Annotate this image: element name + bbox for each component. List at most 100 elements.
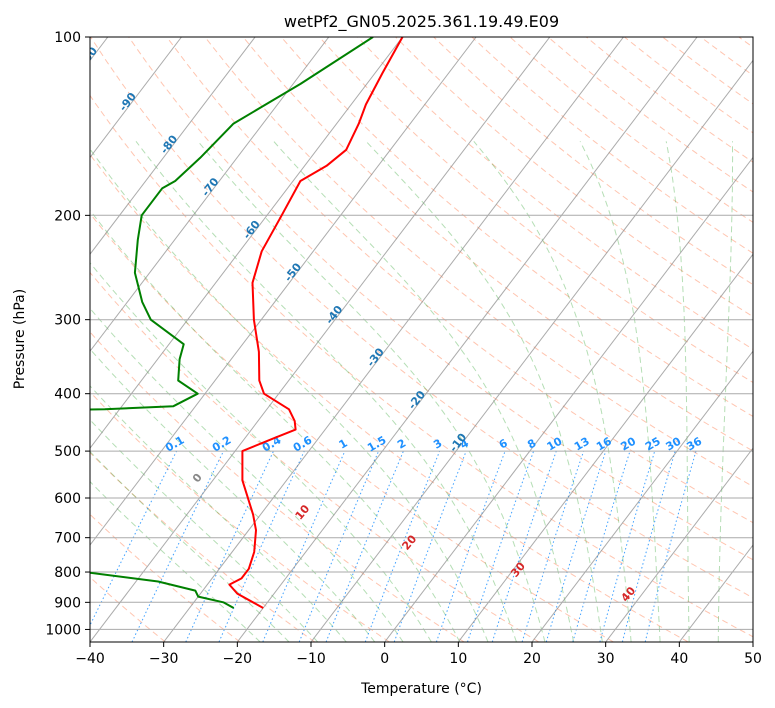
dry-adiabat-label: 10: [293, 502, 313, 522]
isotherm-line: [310, 59, 753, 642]
dry-adiabat-line: [242, 37, 753, 452]
isotherm-line: [236, 37, 698, 642]
dry-adiabat-line: [280, 37, 753, 417]
y-tick-label: 400: [54, 387, 81, 403]
mixing-ratio-line: [491, 450, 557, 642]
y-tick-label: 1000: [45, 622, 81, 638]
x-tick-label: −30: [149, 651, 179, 667]
moist-adiabat-line: [90, 450, 290, 642]
dry-adiabat-line: [90, 271, 540, 642]
dry-adiabat-line: [547, 37, 753, 193]
y-tick-label: 700: [54, 531, 81, 547]
y-axis-label: Pressure (hPa): [12, 289, 28, 389]
isotherm-line: [678, 544, 753, 642]
mixing-ratio-line: [467, 450, 535, 642]
dry-adiabat-label: 30: [508, 559, 528, 579]
isotherm-line: [90, 37, 182, 159]
dry-adiabat-line: [662, 37, 753, 105]
isotherm-label: -40: [323, 303, 346, 327]
isotherm-line: [531, 350, 753, 642]
isotherm-line: [605, 447, 753, 642]
isotherm-line: [90, 37, 330, 353]
mixing-ratio-line: [621, 450, 676, 642]
dry-adiabat-line: [433, 37, 753, 286]
isotherm-label: -50: [282, 260, 305, 284]
mixing-ratio-line: [90, 450, 178, 627]
plot-frame: [89, 36, 754, 643]
x-tick-label: −10: [296, 651, 326, 667]
dry-adiabat-line: [166, 37, 753, 524]
dry-adiabat-line: [357, 37, 753, 350]
isotherm-label: -20: [406, 388, 429, 412]
dry-adiabat-line: [128, 37, 753, 561]
isotherm-label: -70: [199, 175, 222, 199]
dry-adiabat-line: [90, 153, 689, 642]
mixing-ratio-line: [298, 450, 380, 642]
isotherm-line: [457, 253, 753, 642]
mixing-ratio-label: 8: [525, 437, 538, 452]
dry-adiabat-line: [90, 37, 753, 599]
isotherm-line: [90, 37, 256, 256]
dry-adiabat-label: 0: [190, 471, 205, 485]
dry-adiabat-line: [318, 37, 753, 384]
x-tick-label: 50: [744, 651, 762, 667]
chart-title: wetPf2_GN05.2025.361.19.49.E09: [284, 12, 559, 32]
y-tick-label: 100: [54, 30, 81, 46]
moist-adiabat-line: [365, 140, 603, 642]
y-tick-label: 600: [54, 491, 81, 507]
dry-adiabat-line: [509, 37, 753, 223]
x-tick-label: 0: [380, 651, 389, 667]
temperature-profile-line: [228, 37, 404, 609]
moist-adiabat-line: [717, 141, 734, 642]
isotherm-line: [163, 37, 624, 642]
x-tick-label: 40: [670, 651, 688, 667]
dry-adiabat-line: [624, 37, 753, 134]
x-tick-label: 20: [523, 651, 541, 667]
dry-adiabat-line: [395, 37, 753, 318]
dry-adiabat-line: [90, 212, 614, 642]
isotherm-line: [90, 37, 551, 642]
isotherm-line: [90, 37, 403, 450]
dry-adiabat-line: [90, 451, 315, 642]
x-tick-label: 30: [597, 651, 615, 667]
isotherm-line: [752, 641, 753, 642]
isotherm-line: [90, 37, 477, 546]
dry-adiabat-line: [738, 37, 753, 48]
x-tick-label: 10: [449, 651, 467, 667]
mixing-ratio-line: [262, 450, 346, 642]
dry-adiabat-line: [90, 576, 166, 642]
dry-adiabat-label: 20: [400, 532, 420, 552]
dry-adiabat-line: [471, 37, 753, 254]
mixing-ratio-line: [364, 450, 441, 642]
mixing-ratio-label: 2: [395, 437, 408, 452]
isotherm-line: [384, 156, 753, 642]
dry-adiabat-line: [204, 37, 753, 488]
dry-adiabat-label: 40: [619, 584, 639, 604]
moist-adiabat-line: [90, 419, 319, 642]
mixing-ratio-line: [435, 450, 506, 642]
isotherm-label: -30: [364, 345, 387, 369]
y-tick-label: 900: [54, 595, 81, 611]
mixing-ratio-line: [545, 450, 607, 642]
moist-adiabat-line: [665, 141, 690, 642]
moist-adiabat-line: [473, 140, 632, 642]
mixing-ratio-line: [325, 450, 404, 642]
dewpoint-profile-line: [90, 37, 374, 609]
y-tick-label: 800: [54, 565, 81, 581]
isotherm-label: -60: [240, 218, 263, 242]
dry-adiabat-line: [90, 331, 465, 642]
x-axis-label: Temperature (°C): [360, 681, 482, 697]
mixing-ratio-label: 3: [431, 437, 444, 452]
y-tick-label: 500: [54, 444, 81, 460]
isotherm-label: -100: [73, 44, 100, 74]
x-tick-label: −20: [223, 651, 253, 667]
mixing-ratio-label: 1: [337, 437, 350, 452]
mixing-ratio-line: [521, 450, 585, 642]
isotherm-label: -90: [117, 90, 140, 114]
mixing-ratio-line: [572, 450, 631, 642]
x-tick-label: −40: [75, 651, 105, 667]
mixing-ratio-line: [218, 450, 305, 642]
dry-adiabat-line: [90, 391, 390, 642]
mixing-ratio-line: [131, 450, 224, 642]
